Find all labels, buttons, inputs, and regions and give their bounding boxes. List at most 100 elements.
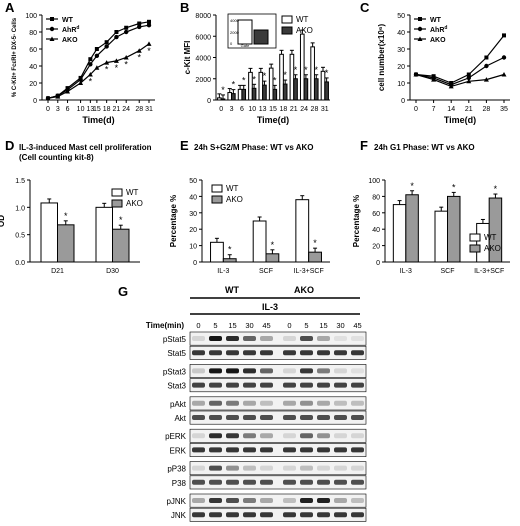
- panel-c-xtick-label: 35: [500, 106, 508, 113]
- panel-a-series-2-point: [45, 95, 51, 101]
- panel-g-band: [317, 382, 330, 388]
- panel-g-band: [351, 512, 364, 518]
- panel-c-legend-marker: [417, 36, 423, 41]
- panel-d-ytick-label: 1.5: [15, 178, 25, 185]
- panel-g-band: [300, 498, 313, 503]
- panel-d-bar-1: [112, 228, 130, 263]
- panel-b-bar-1: [272, 88, 278, 101]
- panel-a-legend-0: WT: [62, 17, 74, 24]
- panel-b-bar-0: [227, 92, 233, 101]
- panel-g-band: [192, 465, 205, 471]
- panel-c-series-0-point: [484, 55, 489, 60]
- panel-e-xtick-label: SCF: [259, 268, 273, 275]
- panel-f-xtick-label: SCF: [441, 268, 455, 275]
- panel-c-ytick-label: 50: [397, 13, 405, 20]
- panel-c-xlabel: Time(d): [444, 115, 476, 125]
- panel-g-band: [192, 368, 205, 374]
- panel-g-band: [300, 415, 313, 420]
- panel-g-band: [283, 350, 296, 356]
- panel-c-series-1-point: [484, 63, 489, 69]
- panel-g-band: [260, 479, 273, 485]
- panel-c-series-2-point: [466, 78, 472, 84]
- panel-g-band: [209, 465, 222, 471]
- panel-g-band: [283, 465, 296, 471]
- panel-b-star: *: [315, 65, 319, 75]
- panel-a-series-1-point: [94, 53, 100, 58]
- panel-g-band: [243, 447, 256, 453]
- panel-g-row-label: pP38: [167, 465, 186, 474]
- panel-c-series-0-point: [466, 72, 471, 77]
- panel-d-bar-1: [57, 224, 75, 263]
- panel-a-series-1-point: [146, 23, 152, 28]
- panel-g-band: [260, 382, 273, 388]
- panel-a-legend-marker: [49, 26, 55, 32]
- panel-g-band: [334, 415, 347, 420]
- panel-g-band: [209, 512, 222, 518]
- panel-g-blot-frame: [189, 345, 367, 360]
- panel-g-band: [283, 447, 296, 453]
- panel-g-band: [192, 479, 205, 485]
- panel-f-legend-swatch: [469, 244, 481, 253]
- panel-g-band: [351, 447, 364, 453]
- panel-e-star: *: [228, 245, 232, 255]
- panel-g-band: [351, 479, 364, 485]
- panel-g-band: [334, 447, 347, 453]
- panel-g-row-label: JNK: [171, 511, 187, 520]
- panel-b-star: *: [263, 71, 267, 81]
- panel-a-ytick-label: 60: [29, 47, 37, 54]
- panel-e-star: *: [313, 238, 317, 248]
- panel-e-label: E: [180, 138, 189, 153]
- panel-g-row-label: Akt: [174, 414, 186, 423]
- panel-b-ytick-label: 0: [207, 98, 211, 105]
- panel-g-lane-time: 45: [262, 321, 270, 330]
- panel-e-ytick-label: 50: [189, 178, 197, 185]
- panel-f-legend-1: AKO: [484, 244, 501, 253]
- panel-d-legend-swatch: [111, 199, 123, 208]
- panel-g-band: [300, 479, 313, 485]
- panel-g-band: [317, 479, 330, 485]
- panel-g-band: [283, 479, 296, 485]
- panel-e-ytick-label: 10: [189, 244, 197, 251]
- panel-g-band: [300, 350, 313, 356]
- panel-g-row-label: P38: [172, 479, 187, 488]
- panel-g-band: [283, 368, 296, 374]
- panel-c-legend-2: AKO: [430, 37, 446, 44]
- panel-a-series-1-point: [104, 44, 109, 49]
- panel-f-legend-swatch: [469, 233, 481, 242]
- panel-a-legend-marker: [49, 36, 55, 41]
- panel-f-title-line: 24h G1 Phase: WT vs AKO: [374, 143, 475, 152]
- panel-e-xtick-label: IL-3+SCF: [294, 268, 324, 275]
- panel-a-xtick-label: 21: [113, 106, 121, 113]
- panel-a-legend-sup: d: [76, 25, 79, 31]
- panel-f-bar-0: [434, 210, 448, 263]
- panel-c-xtick-label: 28: [483, 106, 491, 113]
- panel-g-band: [226, 350, 239, 356]
- panel-b-xtick-label: 10: [248, 106, 256, 113]
- panel-b-xtick-label: 13: [259, 106, 267, 113]
- panel-g-blot-frame: [189, 378, 367, 393]
- panel-a-series-2-point: [55, 94, 61, 99]
- panel-e-bar-1: [265, 253, 280, 263]
- panel-b-star: *: [273, 75, 277, 85]
- panel-a-ytick-label: 100: [25, 13, 37, 20]
- panel-g-band: [192, 400, 205, 406]
- panel-f-ytick-label: 40: [372, 227, 380, 234]
- panel-g-band: [283, 498, 296, 503]
- panel-b-bar-1: [324, 81, 329, 101]
- panel-a-series-2-point: [136, 48, 142, 53]
- panel-g-band: [209, 433, 222, 439]
- panel-a-series-2-point: [146, 41, 152, 46]
- panel-g-band: [260, 350, 273, 356]
- panel-g-band: [334, 433, 347, 439]
- panel-b-inset-xlabel: Gate: [241, 43, 250, 48]
- panel-g-band: [209, 479, 222, 485]
- panel-g-blot-frame: [189, 461, 367, 476]
- panel-g-band: [300, 512, 313, 518]
- panel-a-star: *: [115, 63, 119, 73]
- panel-g-lane-time: 15: [228, 321, 236, 330]
- panel-d-title-line: (Cell counting kit-8): [19, 153, 94, 162]
- panel-b-xtick-label: 15: [269, 106, 277, 113]
- panel-g-band: [243, 479, 256, 485]
- panel-g-band: [300, 400, 313, 406]
